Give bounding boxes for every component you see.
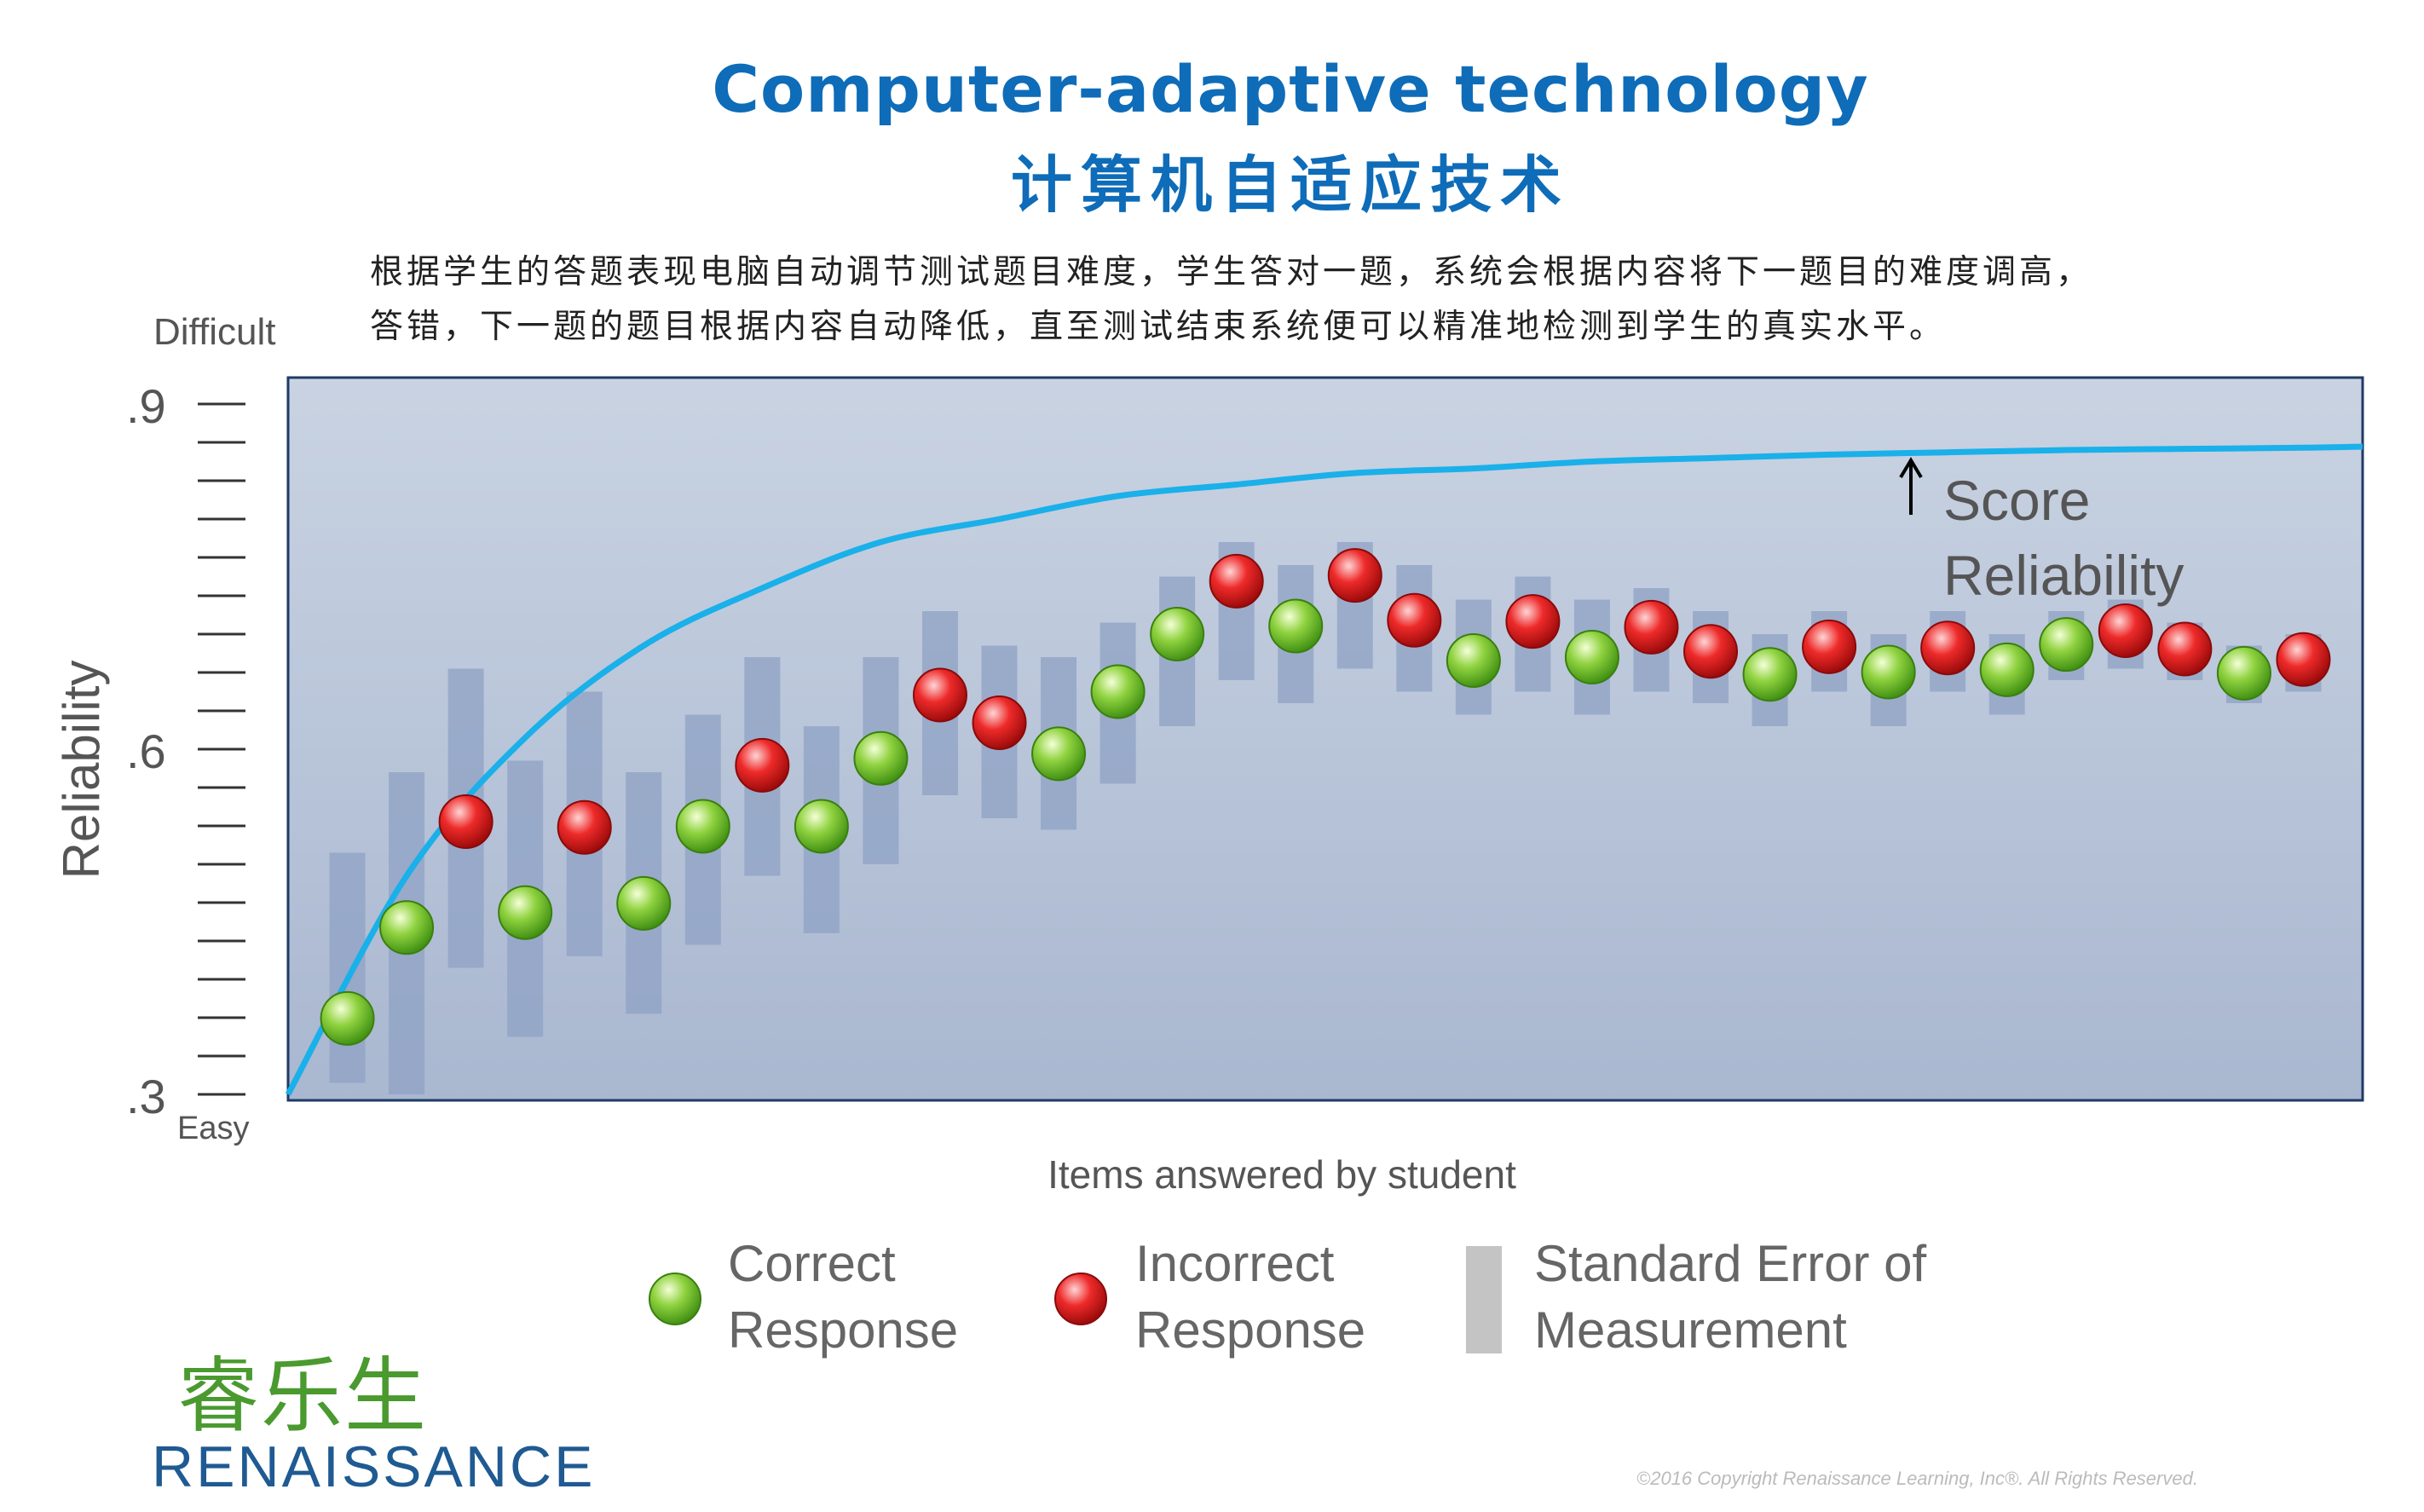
incorrect-response-point — [438, 794, 493, 850]
correct-response-point — [2039, 617, 2094, 672]
y-bottom-label: Easy — [177, 1111, 249, 1146]
score-reliability-curve — [285, 443, 2363, 1096]
incorrect-response-point — [1920, 620, 1976, 676]
incorrect-response-point — [1624, 599, 1679, 655]
reliability-arrow-head — [1899, 457, 1923, 479]
incorrect-response-point — [1387, 592, 1442, 648]
incorrect-response-point — [1209, 553, 1264, 609]
copyright-notice: ©2016 Copyright Renaissance Learning, In… — [1636, 1468, 2198, 1489]
incorrect-response-point — [2098, 603, 2153, 658]
x-axis-label: Items answered by student — [1048, 1152, 1516, 1197]
correct-response-point — [1150, 607, 1205, 661]
legend-correct-marker — [649, 1273, 701, 1325]
y-top-label: Difficult — [153, 311, 275, 353]
legend-sem-line2: Measurement — [1534, 1301, 1847, 1359]
correct-response-point — [1031, 726, 1087, 782]
logo-chinese: 睿乐生 — [177, 1348, 428, 1444]
legend-incorrect-line1: Incorrect — [1135, 1235, 1335, 1292]
description-line-1: 根据学生的答题表现电脑自动调节测试题目难度，学生答对一题，系统会根据内容将下一题… — [370, 253, 2093, 291]
legend-sem: Standard Error of Measurement — [1534, 1231, 1926, 1364]
correct-response-point — [1979, 642, 2034, 697]
title-english: Computer-adaptive technology — [712, 51, 1869, 127]
incorrect-response-point — [2276, 632, 2331, 687]
legend-incorrect-line2: Response — [1135, 1301, 1366, 1359]
correct-response-point — [1742, 647, 1798, 702]
legend-correct-line1: Correct — [728, 1235, 896, 1292]
legend-incorrect-marker — [1054, 1273, 1107, 1325]
incorrect-response-point — [2157, 621, 2213, 677]
y-tick-label: .6 — [126, 724, 166, 778]
logo-english: RENAISSANCE — [152, 1434, 596, 1499]
legend-sem-marker — [1466, 1246, 1502, 1353]
correct-response-point — [1090, 664, 1146, 719]
correct-response-point — [616, 875, 672, 931]
incorrect-response-point — [735, 737, 790, 793]
correct-response-point — [675, 799, 730, 854]
correct-response-point — [379, 900, 435, 955]
correct-response-point — [794, 799, 849, 854]
incorrect-response-point — [1327, 548, 1382, 603]
incorrect-response-point — [1683, 624, 1739, 679]
curve-label-score: Score — [1943, 469, 2090, 532]
legend-correct-line2: Response — [728, 1301, 959, 1359]
correct-response-point — [1446, 633, 1501, 689]
correct-response-point — [498, 885, 553, 940]
sem-bar — [329, 852, 366, 1083]
title-chinese: 计算机自适应技术 — [1010, 149, 1570, 221]
legend-incorrect: Incorrect Response — [1135, 1231, 1365, 1364]
description-line-2: 答错，下一题的题目根据内容自动降低，直至测试结束系统便可以精准地检测到学生的真实… — [370, 308, 1947, 346]
correct-response-point — [2216, 645, 2271, 701]
correct-response-point — [1861, 644, 1916, 700]
y-tick-label: .3 — [126, 1070, 166, 1123]
curve-label-reliability: Reliability — [1943, 544, 2184, 607]
incorrect-response-point — [1505, 594, 1561, 649]
y-tick-label: .9 — [126, 379, 166, 433]
correct-response-point — [1564, 630, 1619, 684]
incorrect-response-point — [972, 695, 1027, 750]
correct-response-point — [320, 990, 375, 1046]
correct-response-point — [1268, 598, 1324, 654]
legend-sem-line1: Standard Error of — [1534, 1235, 1927, 1292]
incorrect-response-point — [557, 799, 612, 855]
correct-response-point — [853, 730, 909, 786]
y-axis-label: Reliability — [53, 661, 110, 880]
incorrect-response-point — [912, 667, 967, 723]
incorrect-response-point — [1802, 619, 1857, 674]
legend-correct: Correct Response — [728, 1231, 958, 1364]
